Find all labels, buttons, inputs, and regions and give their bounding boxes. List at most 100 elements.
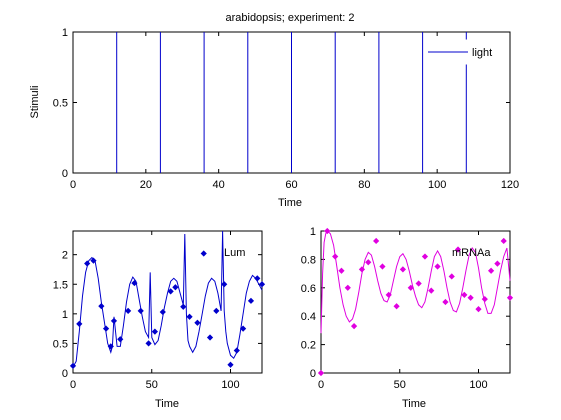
mrna-plot-area	[320, 230, 511, 374]
mrna-data-point	[399, 266, 407, 273]
mrna-data-point	[379, 263, 386, 270]
mrna-x-tick-label: 50	[394, 379, 406, 391]
lum-y-tick-label: 1.5	[53, 279, 68, 291]
lum-data-point	[186, 313, 193, 320]
stimuli-chart: arabidopsis; experiment: 2 0 20 40 60 80 100 1…	[29, 12, 519, 209]
lum-data-point	[117, 336, 124, 343]
lum-data-point	[247, 297, 255, 304]
mrna-data-point	[350, 323, 358, 330]
mrna-x-tick-label: 100	[469, 379, 487, 391]
mrna-data-point	[442, 298, 449, 306]
mrna-y-tick-label: 1	[310, 226, 316, 238]
mrna-data-point	[407, 284, 414, 291]
mrna-data-point	[500, 237, 507, 245]
lum-data-point	[107, 343, 114, 350]
mrna-data-point	[373, 237, 380, 245]
lum-data-point	[200, 250, 207, 257]
stimuli-y-axis-label: Stimuli	[29, 85, 41, 118]
stimuli-x-tick-label: 100	[428, 179, 446, 191]
lum-plot-area	[72, 230, 263, 374]
mrna-chart: 0 50 100 0 0.2 0.4 0.6 0.8 1 mRNAa Time	[301, 226, 514, 410]
stimuli-y-tick-label: 1	[62, 27, 68, 39]
lum-data-point	[84, 260, 91, 267]
mrna-model-line	[320, 230, 511, 334]
lum-data-point	[213, 307, 220, 314]
stimuli-legend-label: light	[472, 47, 492, 59]
mrna-data-point	[365, 259, 372, 266]
mrna-data-point	[428, 287, 435, 294]
mrna-data-point	[385, 291, 392, 299]
lum-x-axis-label: Time	[155, 398, 179, 410]
mrna-series-label: mRNAa	[452, 247, 491, 259]
mrna-y-tick-label: 0.4	[301, 311, 316, 323]
lum-data-point	[145, 340, 152, 347]
mrna-data-point	[494, 260, 501, 267]
lum-data-point	[137, 307, 144, 314]
mrna-data-point	[434, 263, 441, 270]
mrna-data-point	[448, 273, 455, 280]
lum-data-point	[194, 319, 201, 326]
lum-y-tick-label: 0	[62, 368, 68, 380]
lum-data-point	[110, 317, 118, 325]
stimuli-y-tick-label: 0.5	[53, 98, 68, 110]
mrna-data-point	[467, 294, 474, 301]
mrna-data-point	[506, 294, 514, 301]
lum-data-point	[131, 279, 138, 287]
lum-y-tick-label: 1	[62, 309, 68, 321]
mrna-data-point	[415, 280, 422, 287]
mrna-data-point	[487, 267, 495, 274]
lum-data-point	[206, 334, 214, 341]
lum-data-point	[180, 303, 187, 310]
mrna-data-point	[454, 246, 462, 253]
lum-data-point	[98, 303, 105, 310]
stimuli-x-tick-label: 0	[70, 179, 76, 191]
mrna-data-point	[475, 305, 482, 313]
lum-data-point	[233, 347, 240, 354]
mrna-y-tick-label: 0.2	[301, 340, 316, 352]
lum-data-point	[102, 325, 110, 332]
mrna-y-tick-label: 0	[310, 368, 316, 380]
stimuli-x-tick-label: 80	[358, 179, 370, 191]
lum-data-point	[167, 288, 174, 295]
stimuli-legend: light	[423, 39, 505, 65]
lum-x-tick-label: 50	[146, 379, 158, 391]
lum-data-point	[254, 275, 261, 282]
mrna-data-point	[324, 227, 331, 235]
stimuli-x-tick-label: 20	[140, 179, 152, 191]
lum-x-tick-label: 100	[221, 379, 239, 391]
lum-y-tick-label: 2	[62, 250, 68, 262]
lum-data-point	[159, 308, 166, 316]
stimuli-x-tick-label: 60	[285, 179, 297, 191]
mrna-data-point	[393, 303, 400, 310]
mrna-data-point	[358, 266, 366, 273]
lum-data-point	[151, 328, 159, 335]
lum-data-point	[172, 284, 179, 291]
mrna-data-point	[461, 291, 468, 299]
mrna-data-point	[421, 253, 429, 260]
mrna-data-point	[332, 253, 339, 260]
lum-data-point	[221, 281, 228, 288]
stimuli-x-tick-label: 120	[501, 179, 519, 191]
mrna-data-point	[317, 369, 325, 377]
lum-data-point	[258, 281, 266, 288]
lum-data-point	[239, 325, 247, 332]
lum-data-point	[125, 307, 132, 314]
lum-data-point	[69, 362, 77, 370]
mrna-x-tick-label: 0	[318, 379, 324, 391]
stimuli-x-tick-label: 40	[213, 179, 225, 191]
stimuli-y-tick-label: 0	[62, 168, 68, 180]
mrna-data-point	[338, 267, 345, 274]
mrna-data-point	[344, 284, 351, 291]
mrna-x-axis-label: Time	[402, 398, 426, 410]
stimuli-chart-title: arabidopsis; experiment: 2	[225, 12, 354, 24]
lum-chart: 0 50 100 0 0.5 1 1.5 2 Lum Time	[53, 230, 266, 410]
mrna-y-tick-label: 0.8	[301, 254, 316, 266]
lum-y-tick-label: 0.5	[53, 338, 68, 350]
mrna-data-point	[481, 296, 488, 303]
lum-data-point	[90, 257, 97, 264]
stimuli-x-axis-label: Time	[278, 197, 302, 209]
mrna-y-tick-label: 0.6	[301, 283, 316, 295]
lum-data-point	[76, 320, 83, 327]
lum-series-label: Lum	[224, 247, 245, 259]
